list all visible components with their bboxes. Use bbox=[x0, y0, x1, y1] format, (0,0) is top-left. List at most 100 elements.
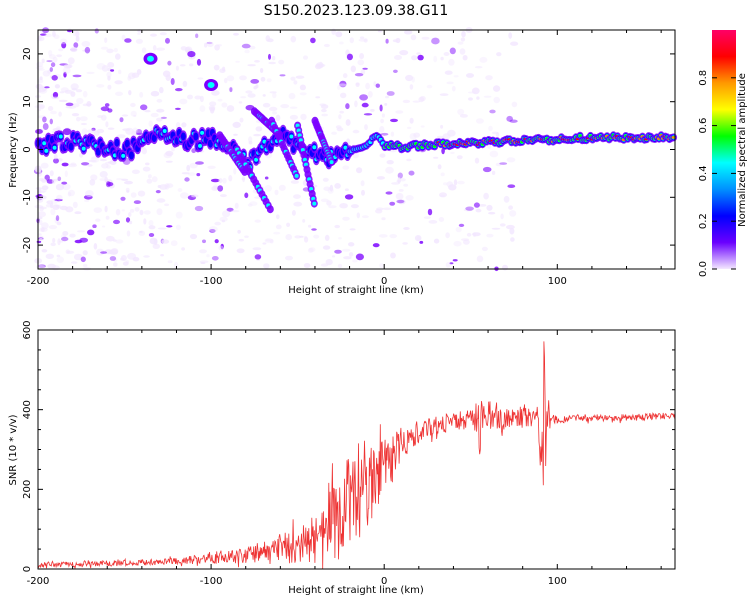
noise-blob bbox=[110, 69, 115, 72]
streak bbox=[216, 131, 249, 176]
noise-blob bbox=[495, 162, 502, 167]
noise-blob bbox=[177, 188, 183, 192]
x-tick-label: 100 bbox=[548, 576, 567, 587]
ridge-blob bbox=[180, 132, 186, 141]
noise-blob bbox=[406, 158, 412, 162]
noise-blob bbox=[37, 78, 44, 84]
noise-blob bbox=[117, 134, 126, 139]
noise-blob bbox=[211, 90, 220, 96]
noise-blob bbox=[128, 212, 132, 217]
noise-blob bbox=[79, 116, 88, 122]
noise-blob bbox=[51, 96, 60, 100]
noise-blob bbox=[211, 255, 219, 261]
noise-blob bbox=[396, 199, 405, 204]
noise-blob bbox=[187, 172, 196, 176]
noise-blob bbox=[56, 254, 61, 258]
noise-blob bbox=[51, 75, 58, 81]
noise-blob bbox=[94, 28, 99, 34]
noise-blob bbox=[73, 42, 79, 48]
noise-blob bbox=[342, 216, 350, 221]
noise-blob bbox=[150, 112, 159, 118]
noise-blob bbox=[101, 65, 109, 72]
noise-blob bbox=[101, 163, 109, 169]
noise-blob bbox=[61, 181, 68, 185]
noise-blob bbox=[36, 190, 46, 193]
noise-blob bbox=[60, 236, 69, 242]
noise-blob bbox=[339, 203, 348, 209]
noise-blob bbox=[140, 104, 148, 111]
noise-blob bbox=[380, 132, 389, 136]
noise-blob bbox=[344, 188, 349, 191]
noise-blob bbox=[74, 239, 83, 244]
noise-blob bbox=[461, 31, 466, 38]
noise-blob bbox=[323, 186, 331, 191]
noise-blob bbox=[143, 255, 150, 258]
noise-blob bbox=[462, 55, 468, 61]
noise-blob bbox=[286, 222, 291, 227]
noise-blob bbox=[509, 119, 518, 123]
noise-blob bbox=[390, 252, 396, 259]
noise-blob bbox=[299, 235, 304, 238]
noise-blob bbox=[241, 43, 251, 49]
noise-blob bbox=[350, 65, 356, 73]
ridge-blob bbox=[151, 134, 157, 143]
noise-blob bbox=[115, 239, 124, 244]
ridge-core bbox=[42, 141, 47, 146]
noise-blob bbox=[128, 72, 136, 80]
noise-blob bbox=[35, 83, 43, 90]
noise-blob bbox=[400, 178, 406, 182]
noise-blob bbox=[247, 203, 253, 207]
noise-blob bbox=[289, 114, 298, 120]
noise-blob bbox=[218, 178, 223, 184]
noise-blob bbox=[460, 37, 466, 42]
noise-blob bbox=[321, 113, 329, 117]
noise-blob bbox=[488, 211, 496, 215]
y-tick-label: -10 bbox=[22, 189, 33, 205]
noise-blob bbox=[348, 242, 355, 247]
noise-blob bbox=[433, 156, 439, 159]
noise-blob bbox=[335, 31, 343, 38]
noise-blob bbox=[272, 111, 277, 115]
y-tick-label: -20 bbox=[22, 237, 33, 253]
noise-blob bbox=[398, 199, 406, 205]
noise-blob bbox=[389, 201, 396, 206]
noise-blob bbox=[279, 74, 286, 77]
noise-blob bbox=[69, 233, 76, 238]
noise-blob bbox=[489, 150, 499, 158]
noise-blob bbox=[411, 55, 418, 61]
noise-blob bbox=[189, 162, 198, 169]
noise-blob bbox=[314, 63, 322, 70]
noise-blob bbox=[65, 102, 74, 107]
noise-blob bbox=[361, 189, 365, 196]
noise-blob bbox=[289, 106, 298, 109]
noise-blob bbox=[58, 111, 62, 117]
noise-blob bbox=[52, 237, 56, 243]
noise-blob bbox=[342, 248, 351, 252]
noise-blob bbox=[249, 201, 258, 206]
noise-blob bbox=[402, 99, 411, 104]
noise-blob bbox=[104, 37, 108, 43]
streak-core bbox=[312, 201, 317, 206]
noise-blob bbox=[505, 116, 513, 122]
noise-blob bbox=[159, 32, 167, 36]
noise-blob bbox=[113, 47, 118, 53]
noise-blob bbox=[365, 82, 370, 90]
noise-blob bbox=[248, 136, 253, 143]
y-tick-label: 20 bbox=[22, 48, 33, 61]
noise-blob bbox=[99, 178, 106, 181]
noise-blob bbox=[152, 243, 160, 249]
noise-blob bbox=[449, 262, 454, 265]
noise-blob bbox=[455, 226, 462, 233]
noise-blob bbox=[70, 83, 79, 91]
noise-blob bbox=[308, 247, 316, 252]
noise-blob bbox=[126, 230, 131, 237]
noise-blob bbox=[157, 227, 167, 230]
snr-panel: -200 -100 0 100 0 200 400 600 Height of straig… bbox=[8, 320, 676, 596]
noise-blob bbox=[93, 243, 98, 250]
noise-blob bbox=[310, 37, 316, 44]
noise-blob bbox=[207, 165, 216, 169]
noise-blob bbox=[191, 148, 197, 154]
noise-blob bbox=[164, 183, 170, 190]
noise-blob bbox=[148, 174, 152, 179]
noise-blob bbox=[206, 41, 214, 48]
